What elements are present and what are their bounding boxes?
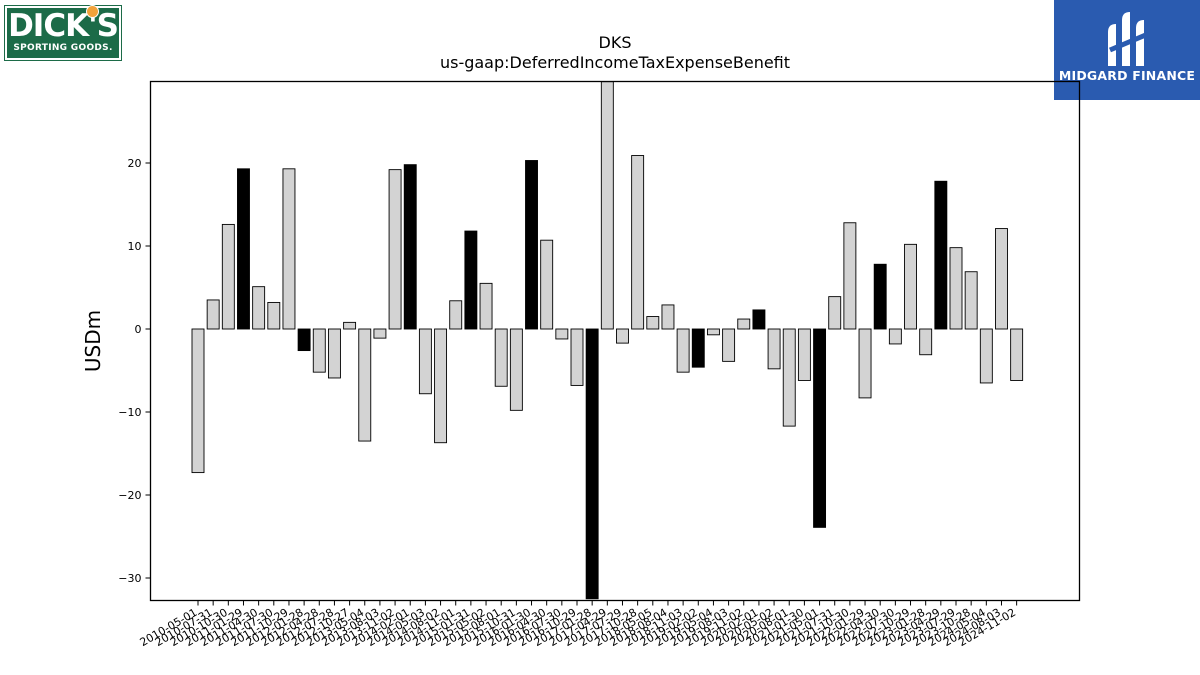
bar-2011-10-29	[282, 168, 296, 330]
bar-2010-05-01	[191, 328, 205, 474]
bar-2011-01-29	[237, 168, 250, 330]
bar-2010-07-31	[206, 299, 220, 330]
x-axis: 2010-05-012010-07-312010-10-302011-01-29…	[138, 600, 1018, 649]
bar-2021-01-30	[797, 328, 811, 381]
bar-2021-10-30	[843, 222, 857, 330]
bar-2015-08-01	[494, 328, 508, 387]
bar-2012-10-27	[343, 321, 357, 330]
bar-2020-05-02	[767, 328, 781, 370]
bar-2022-07-30	[888, 328, 902, 345]
bar-2012-01-28	[297, 328, 311, 352]
bar-2016-04-30	[540, 239, 554, 330]
bar-2010-10-30	[221, 223, 235, 330]
bar-2015-01-31	[464, 230, 478, 330]
bar-2017-07-29	[616, 328, 629, 344]
bar-2024-08-03	[995, 228, 1008, 330]
bar-2017-04-29	[600, 81, 614, 330]
y-axis-label: USDm	[81, 310, 105, 372]
plot-frame	[149, 80, 1081, 602]
bar-2019-02-02	[691, 328, 705, 368]
bar-2024-05-04	[979, 328, 993, 384]
bar-2020-08-01	[782, 328, 796, 427]
bar-2019-05-04	[706, 328, 720, 336]
bar-2011-04-30	[252, 286, 266, 330]
bars-group	[191, 81, 1024, 600]
y-tick-label: −20	[118, 489, 141, 502]
midgard-finance-logo: MIDGARD FINANCE	[1054, 0, 1200, 100]
bar-2023-04-29	[934, 180, 948, 330]
bar-2011-07-30	[267, 301, 281, 330]
logo-wordmark: DICK'S	[8, 8, 119, 44]
bar-2016-07-30	[555, 328, 569, 340]
basketball-icon	[86, 5, 99, 18]
bar-2021-07-31	[828, 296, 842, 330]
bar-2020-02-01	[752, 309, 766, 330]
bar-2014-05-03	[418, 328, 432, 395]
bar-2015-05-02	[479, 282, 493, 330]
logo-brand-name: MIDGARD FINANCE	[1058, 68, 1196, 83]
bar-2023-01-28	[919, 328, 933, 356]
y-tick-label: −30	[118, 572, 141, 585]
bar-2016-01-30	[525, 160, 538, 330]
bar-2018-08-04	[661, 304, 675, 330]
bar-2023-10-28	[964, 271, 978, 330]
bar-2019-08-03	[722, 328, 736, 362]
bar-2021-05-01	[813, 328, 827, 528]
bar-2012-07-28	[327, 328, 341, 379]
bar-2013-05-04	[358, 328, 372, 442]
bar-2012-04-28	[312, 328, 326, 373]
y-axis: −30 −20 −10 0 10 20	[118, 157, 151, 585]
y-tick-label: 10	[128, 240, 142, 253]
chart-title: DKS	[599, 33, 632, 52]
bar-2023-07-29	[949, 247, 963, 330]
bar-2018-11-03	[676, 328, 690, 373]
bar-2022-04-30	[873, 263, 887, 330]
dicks-sporting-goods-logo: DICK'S SPORTING GOODS.	[5, 5, 121, 60]
midgard-mark-icon	[1108, 12, 1149, 66]
logo-tagline: SPORTING GOODS.	[13, 43, 113, 53]
bar-2017-10-28	[631, 155, 645, 330]
bar-2017-01-28	[585, 328, 599, 600]
y-tick-label: 0	[135, 323, 142, 336]
chart-subtitle: us-gaap:DeferredIncomeTaxExpenseBenefit	[440, 53, 790, 72]
y-tick-label: 20	[128, 157, 142, 170]
bar-2015-10-31	[509, 328, 523, 411]
bar-2014-02-01	[403, 164, 417, 330]
y-tick-label: −10	[118, 406, 141, 419]
bar-2022-10-29	[904, 243, 917, 330]
bar-2013-11-02	[388, 169, 402, 330]
bar-2022-01-29	[858, 328, 872, 399]
bar-2014-11-01	[449, 300, 463, 330]
bar-2024-11-02	[1010, 328, 1024, 381]
bar-2016-10-29	[570, 328, 584, 386]
bar-2018-05-05	[646, 316, 660, 330]
bar-2013-08-03	[373, 328, 387, 339]
bar-2014-08-02	[434, 328, 448, 444]
bar-2019-11-02	[737, 318, 751, 330]
